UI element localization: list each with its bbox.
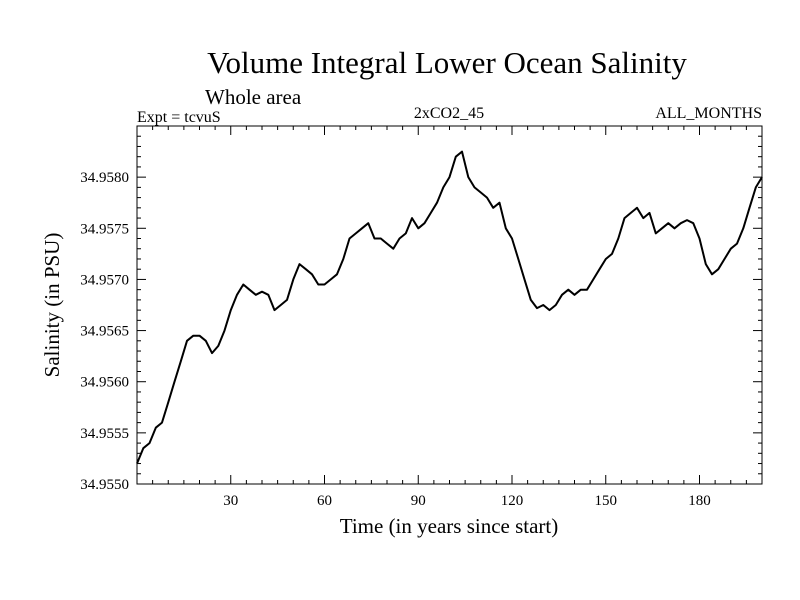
x-tick-label: 60	[317, 493, 332, 509]
x-axis-label: Time (in years since start)	[340, 514, 559, 538]
y-tick-label: 34.9580	[80, 170, 129, 186]
y-tick-label: 34.9555	[80, 426, 129, 442]
y-tick-label: 34.9570	[80, 272, 129, 288]
salinity-series-line	[136, 150, 763, 464]
y-tick-label: 34.9550	[80, 477, 129, 493]
x-tick-label: 90	[411, 493, 426, 509]
x-tick-label: 30	[223, 493, 238, 509]
annotation-months: ALL_MONTHS	[655, 105, 762, 122]
x-tick-label: 120	[501, 493, 524, 509]
y-tick-label: 34.9560	[80, 375, 129, 391]
y-axis-label: Salinity (in PSU)	[40, 233, 64, 378]
annotation-scenario: 2xCO2_45	[414, 105, 484, 122]
plot-frame	[136, 125, 763, 485]
annotation-expt: Expt = tcvuS	[137, 109, 221, 126]
chart-title: Volume Integral Lower Ocean Salinity	[207, 45, 687, 80]
y-tick-label: 34.9565	[80, 324, 129, 340]
y-tick-label: 34.9575	[80, 221, 129, 237]
x-tick-label: 180	[688, 493, 711, 509]
chart-subtitle: Whole area	[205, 85, 302, 109]
x-tick-label: 150	[595, 493, 618, 509]
